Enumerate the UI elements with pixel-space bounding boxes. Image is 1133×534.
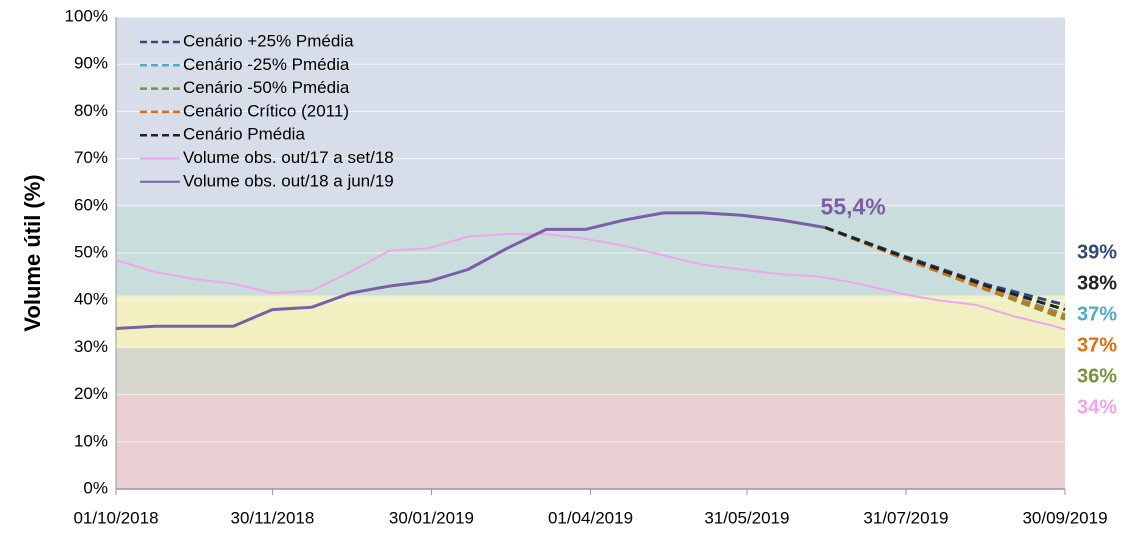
value-annotation: 55,4%	[821, 194, 886, 220]
series-line	[824, 226, 1066, 312]
y-tick-label: 60%	[74, 195, 108, 214]
x-tick-label: 30/11/2018	[231, 508, 315, 527]
y-tick-label: 100%	[65, 6, 108, 25]
legend-label: Cenário Pmédia	[183, 125, 305, 144]
y-tick-label: 50%	[74, 242, 108, 261]
y-tick-label: 0%	[83, 478, 108, 497]
x-tick-label: 31/07/2019	[863, 508, 948, 527]
legend-label: Cenário -25% Pmédia	[183, 55, 350, 74]
y-tick-label: 40%	[74, 290, 108, 309]
legend-label: Cenário Crítico (2011)	[183, 101, 349, 120]
y-tick-label: 20%	[74, 384, 108, 403]
y-tick-label: 10%	[74, 431, 108, 450]
end-label: 37%	[1077, 334, 1117, 356]
end-label: 36%	[1077, 365, 1117, 387]
legend-label: Volume obs. out/18 a jun/19	[183, 171, 394, 190]
x-tick-label: 01/04/2019	[548, 508, 633, 527]
end-label: 38%	[1077, 272, 1117, 294]
y-tick-label: 90%	[74, 54, 108, 73]
series-line	[115, 211, 826, 330]
background-band	[116, 295, 1065, 348]
legend-label: Cenário -50% Pmédia	[183, 78, 350, 97]
y-tick-label: 30%	[74, 337, 108, 356]
end-label: 37%	[1077, 303, 1117, 325]
background-band	[116, 347, 1065, 395]
y-tick-label: 70%	[74, 148, 108, 167]
x-tick-label: 30/01/2019	[389, 508, 474, 527]
series-line	[115, 233, 1066, 331]
end-label: 34%	[1077, 396, 1117, 418]
x-tick-label: 31/05/2019	[704, 508, 789, 527]
end-label: 39%	[1077, 241, 1117, 263]
x-tick-label: 30/09/2019	[1022, 508, 1107, 527]
y-axis-label: Volume útil (%)	[20, 174, 45, 331]
x-tick-label: 01/10/2018	[73, 508, 158, 527]
legend-label: Cenário +25% Pmédia	[183, 31, 354, 50]
background-band	[116, 205, 1065, 296]
y-tick-label: 80%	[74, 101, 108, 120]
legend-label: Volume obs. out/17 a set/18	[183, 148, 394, 167]
